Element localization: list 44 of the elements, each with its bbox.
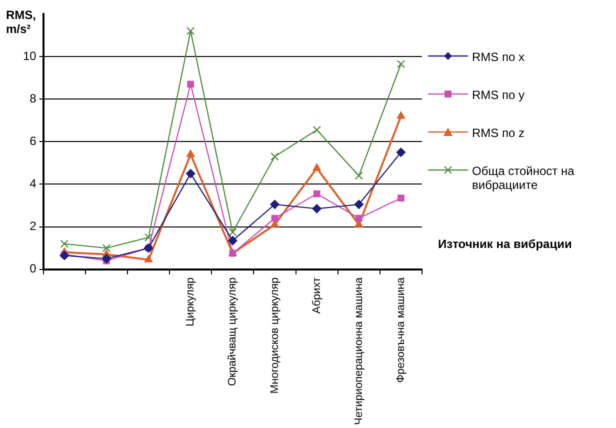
x-tick-label: Четириоперационна машина (352, 276, 365, 426)
point (312, 204, 322, 214)
point (355, 214, 362, 222)
point (186, 150, 195, 158)
point (144, 255, 153, 262)
y-tick-label: 4 (30, 176, 37, 191)
point (270, 152, 279, 161)
point (398, 194, 404, 202)
point (228, 236, 238, 246)
point (186, 168, 196, 178)
legend-label: RMS по y (472, 88, 525, 102)
x-axis-title: Източник на вибрации (438, 237, 572, 251)
legend-label: Обща стойност на вибрациите (472, 164, 576, 192)
legend-label: RMS по x (472, 50, 525, 64)
point (313, 190, 320, 198)
point (354, 172, 364, 180)
point (228, 228, 237, 236)
y-tick-label: 2 (30, 219, 37, 234)
point (312, 126, 321, 134)
point (186, 26, 195, 36)
x-tick-label: Окрайчващ циркуляр (226, 277, 239, 386)
x-tick-label: Циркуляр (184, 277, 197, 326)
y-tick-label: 8 (30, 91, 37, 106)
point (312, 164, 321, 171)
x-tick-label: Абрихт (310, 277, 323, 314)
x-tick-label: Многодисков циркуляр (268, 277, 281, 394)
point (60, 250, 69, 260)
point (396, 60, 406, 68)
point (270, 200, 280, 210)
point (396, 112, 406, 119)
legend-label: RMS по z (472, 126, 525, 140)
point (271, 214, 278, 222)
y-axis-title: RMS, m/s² (6, 8, 37, 36)
point (102, 244, 111, 252)
y-tick-label: 0 (30, 262, 37, 276)
point (144, 233, 153, 242)
point (396, 148, 406, 157)
point (60, 240, 69, 248)
point (102, 254, 112, 264)
y-tick-label: 10 (22, 48, 37, 63)
y-tick-label: 6 (30, 134, 37, 148)
point (354, 200, 364, 210)
x-tick-label: Фрезовъчна машина (394, 276, 407, 383)
point (187, 80, 194, 88)
